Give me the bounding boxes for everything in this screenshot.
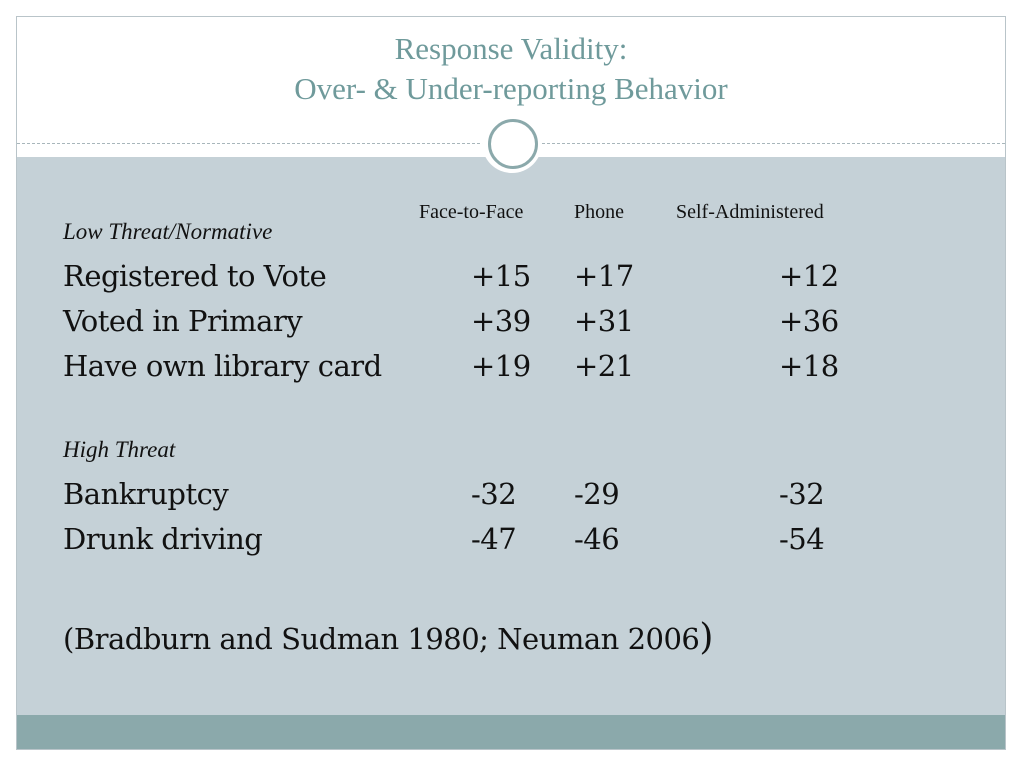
title-line-2: Over- & Under-reporting Behavior	[294, 71, 728, 106]
row-label: Registered to Vote	[63, 259, 327, 293]
circle-ornament-ring	[488, 119, 538, 169]
cell-face-to-face: -47	[471, 522, 517, 556]
table-row: Drunk driving -47 -46 -54	[17, 522, 1005, 562]
cell-face-to-face: +19	[471, 349, 531, 383]
cell-self-administered: +12	[779, 259, 839, 293]
citation: (Bradburn and Sudman 1980; Neuman 2006)	[63, 617, 713, 658]
cell-phone: -46	[574, 522, 620, 556]
cell-face-to-face: -32	[471, 477, 517, 511]
cell-phone: -29	[574, 477, 620, 511]
circle-ornament-icon	[482, 113, 542, 173]
slide-title: Response Validity: Over- & Under-reporti…	[17, 29, 1005, 109]
row-label: Drunk driving	[63, 522, 263, 556]
header-phone: Phone	[574, 201, 624, 223]
cell-self-administered: +18	[779, 349, 839, 383]
header-face-to-face: Face-to-Face	[419, 201, 524, 223]
section-label-low-threat: Low Threat/Normative	[63, 219, 273, 244]
cell-phone: +31	[574, 304, 634, 338]
row-label: Have own library card	[63, 349, 382, 383]
cell-phone: +17	[574, 259, 634, 293]
table-row: Have own library card +19 +21 +18	[17, 349, 1005, 389]
citation-closing-paren: )	[699, 617, 713, 658]
slide-frame: Response Validity: Over- & Under-reporti…	[16, 16, 1006, 750]
table-row: Voted in Primary +39 +31 +36	[17, 304, 1005, 344]
row-label: Bankruptcy	[63, 477, 229, 511]
header-self-administered: Self-Administered	[676, 201, 824, 223]
cell-self-administered: -32	[779, 477, 825, 511]
table-row: Registered to Vote +15 +17 +12	[17, 259, 1005, 299]
table-row: Bankruptcy -32 -29 -32	[17, 477, 1005, 517]
section-label-high-threat: High Threat	[63, 437, 176, 462]
title-line-1: Response Validity:	[394, 31, 628, 66]
row-label: Voted in Primary	[63, 304, 303, 338]
cell-self-administered: +36	[779, 304, 839, 338]
footer-bar	[17, 715, 1005, 749]
content-panel	[17, 157, 1005, 717]
cell-self-administered: -54	[779, 522, 825, 556]
cell-face-to-face: +39	[471, 304, 531, 338]
citation-text: (Bradburn and Sudman 1980; Neuman 2006	[63, 622, 700, 656]
cell-phone: +21	[574, 349, 634, 383]
cell-face-to-face: +15	[471, 259, 531, 293]
